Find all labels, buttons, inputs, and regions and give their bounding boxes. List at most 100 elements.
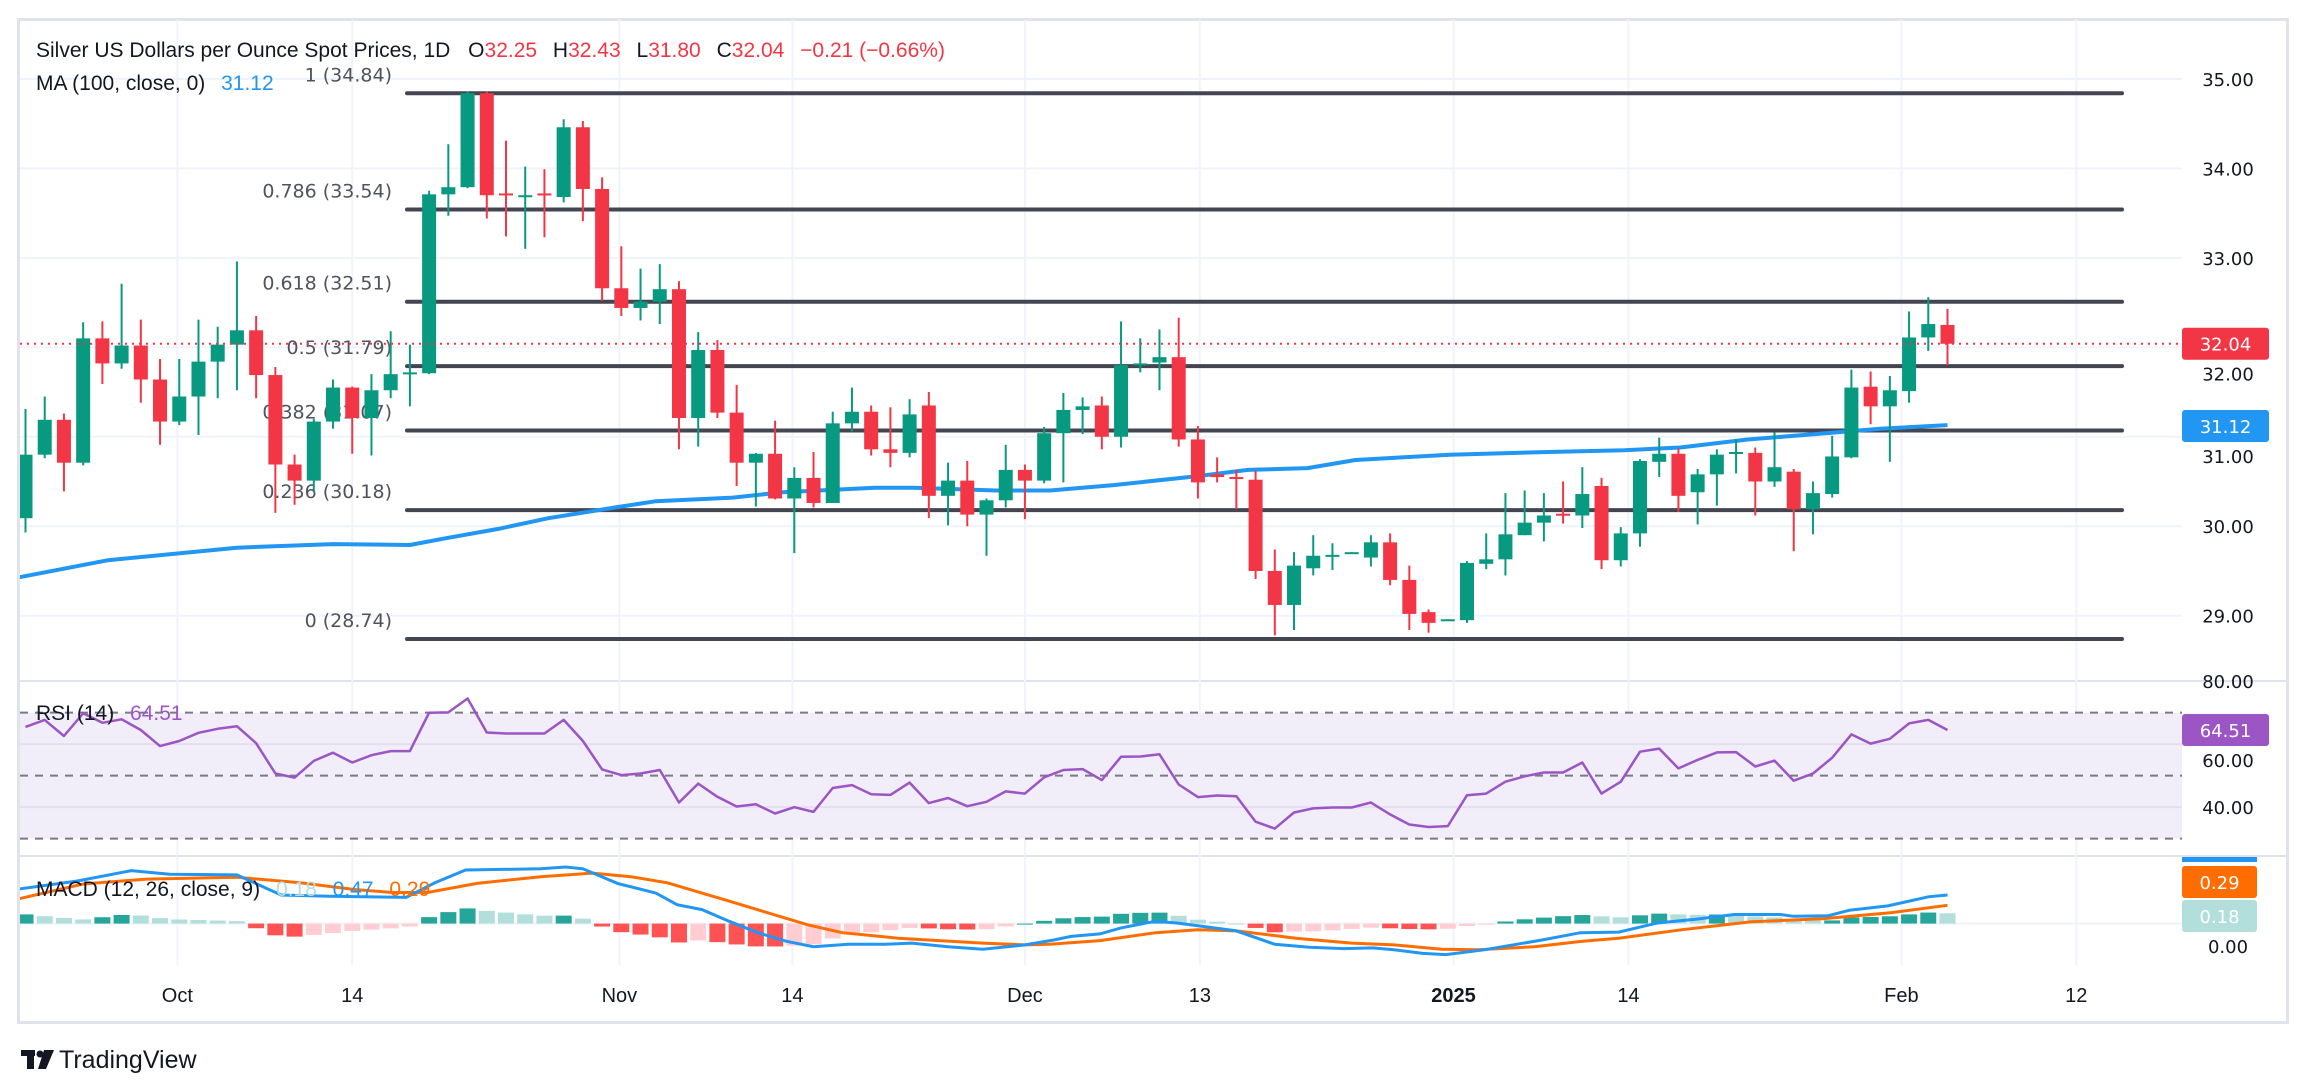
candle-bullish xyxy=(326,379,341,429)
candle-body xyxy=(1786,471,1801,510)
candle-body xyxy=(1229,477,1244,480)
candle-bearish xyxy=(1556,481,1571,524)
rsi-legend-value: 64.51 xyxy=(130,702,183,725)
macd-histogram-bar xyxy=(1708,914,1725,924)
candle-body xyxy=(422,194,437,374)
candle-bearish xyxy=(1594,477,1609,570)
candle-bearish xyxy=(249,316,264,399)
macd-histogram-bar xyxy=(978,923,995,930)
candle-bullish xyxy=(844,387,859,432)
candle-bullish xyxy=(422,190,437,375)
macd-histogram-bar xyxy=(574,918,591,924)
macd-histogram-bar xyxy=(1747,916,1764,924)
candle-bullish xyxy=(1825,435,1840,498)
candle-body xyxy=(1210,474,1225,478)
rsi-legend[interactable]: RSI (14) 64.51 xyxy=(36,702,183,725)
candle-bearish xyxy=(729,384,744,486)
macd-signal-badge: 0.29 xyxy=(2182,866,2257,898)
macd-histogram-bar xyxy=(863,923,880,933)
candle-bullish xyxy=(1306,535,1321,576)
candle-bearish xyxy=(1229,469,1244,510)
candle-body xyxy=(1248,479,1263,571)
candle-body xyxy=(20,454,33,519)
candle-bearish xyxy=(1421,609,1436,633)
candle-bullish xyxy=(825,411,840,503)
macd-histogram-bar xyxy=(1189,919,1206,924)
candle-bullish xyxy=(1805,481,1820,535)
macd-histogram-bar xyxy=(1478,923,1495,925)
candle-bullish xyxy=(76,322,91,466)
candle-body xyxy=(556,127,571,198)
macd-histogram-bar xyxy=(55,917,72,924)
candle-body xyxy=(979,500,994,515)
candle-body xyxy=(1575,494,1590,516)
candle-bullish xyxy=(383,331,398,399)
candle-bearish xyxy=(614,246,629,317)
candle-body xyxy=(1690,474,1705,493)
axis-badges: 32.04 31.12 64.51 0.29 0.18 xyxy=(2182,327,2269,932)
candle-bullish xyxy=(1460,561,1474,623)
fib-level-label: 0.786 (33.54) xyxy=(262,181,392,203)
macd-histogram-bar xyxy=(1401,923,1418,930)
macd-histogram-bar xyxy=(940,923,957,930)
macd-histogram-badge-background xyxy=(2182,900,2257,932)
candle-body xyxy=(941,480,956,496)
macd-legend[interactable]: MACD (12, 26, close, 9) 0.18 0.47 0.29 xyxy=(36,878,430,901)
macd-histogram-bar xyxy=(1516,919,1533,924)
macd-histogram-bar xyxy=(1670,914,1687,924)
macd-histogram-bar xyxy=(632,923,649,935)
price-axis-label: 32.00 xyxy=(2202,365,2254,386)
tradingview-logo[interactable]: TradingView xyxy=(21,1046,198,1074)
candle-body xyxy=(1171,357,1186,440)
macd-histogram-bar xyxy=(728,923,745,945)
candle-body xyxy=(56,419,71,463)
macd-histogram-bar xyxy=(1074,917,1091,924)
macd-histogram-bar xyxy=(344,923,361,931)
macd-histogram-bar xyxy=(1939,913,1956,924)
candle-bearish xyxy=(287,454,302,505)
ma-value-badge-background xyxy=(2182,410,2269,443)
ma-legend[interactable]: MA (100, close, 0) 31.12 xyxy=(36,72,274,95)
candle-bullish xyxy=(364,374,379,456)
candle-bullish xyxy=(1152,329,1167,391)
candle-body xyxy=(306,421,321,481)
last-price-badge-text: 32.04 xyxy=(2200,335,2252,356)
candle-bullish xyxy=(1902,311,1917,403)
candle-body xyxy=(537,193,552,196)
candle-bullish xyxy=(460,91,475,189)
candle-body xyxy=(1613,533,1628,561)
macd-histogram-bar xyxy=(1036,920,1053,924)
macd-histogram-bar xyxy=(1132,912,1149,924)
macd-histogram-badge-text: 0.18 xyxy=(2199,907,2239,928)
time-axis-label: 13 xyxy=(1189,985,1211,1007)
candle-bullish xyxy=(633,268,648,321)
candle-body xyxy=(383,374,398,391)
candle-body xyxy=(1902,337,1917,392)
rsi-legend-label: RSI (14) xyxy=(36,702,114,725)
candle-body xyxy=(1325,554,1340,557)
candle-body xyxy=(172,396,187,422)
candle-body xyxy=(1460,562,1474,621)
candle-bullish xyxy=(1613,527,1628,567)
macd-histogram-bar xyxy=(171,919,188,924)
candle-bearish xyxy=(345,386,360,454)
macd-legend-signal: 0.29 xyxy=(389,878,430,901)
close-label: C xyxy=(717,39,732,62)
macd-histogram-bar xyxy=(325,923,342,933)
rsi-line xyxy=(25,697,1949,830)
candle-bullish xyxy=(1344,552,1359,555)
macd-axis-label: 0.00 xyxy=(2208,937,2248,958)
candle-bullish xyxy=(306,418,321,492)
macd-histogram-bar xyxy=(959,923,976,930)
macd-histogram-bar xyxy=(1535,917,1552,924)
symbol-legend[interactable]: Silver US Dollars per Ounce Spot Prices,… xyxy=(36,39,945,62)
candle-bullish xyxy=(191,319,206,435)
candle-bullish xyxy=(1325,543,1340,571)
candle-body xyxy=(1517,522,1532,536)
axes: 35.00 34.00 33.00 32.00 31.00 30.00 29.00 80.00… xyxy=(162,70,2254,1007)
macd-histogram-bar xyxy=(36,916,53,924)
candle-bullish xyxy=(402,344,417,407)
time-axis-label: Dec xyxy=(1007,985,1043,1007)
candle-body xyxy=(1037,433,1052,481)
